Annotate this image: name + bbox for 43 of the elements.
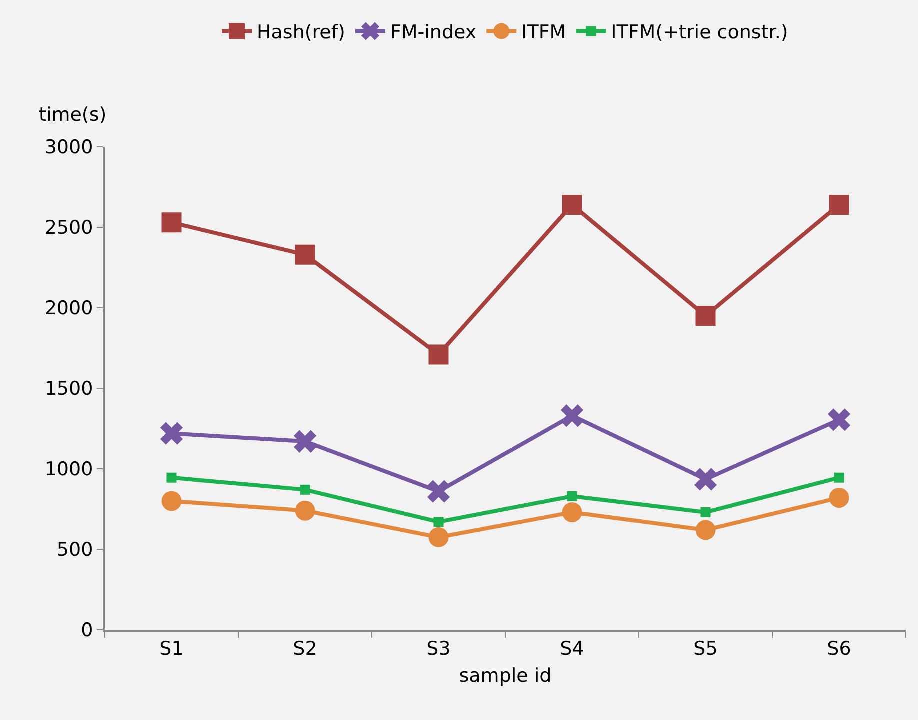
x-tick-label: S6 <box>827 638 852 660</box>
x-tick-label: S3 <box>426 638 451 660</box>
y-tick-label: 2500 <box>44 217 94 240</box>
point <box>295 244 316 265</box>
point <box>567 491 578 502</box>
point <box>829 488 850 508</box>
point <box>428 527 449 548</box>
point <box>834 472 844 483</box>
y-tick-label: 500 <box>56 539 94 562</box>
point <box>300 484 310 495</box>
y-tick-label: 1500 <box>44 378 94 400</box>
point <box>295 500 316 521</box>
point <box>434 517 444 528</box>
point <box>828 408 851 432</box>
point <box>294 430 317 453</box>
point <box>694 468 718 491</box>
point <box>560 404 584 428</box>
point <box>162 212 182 233</box>
y-tick-label: 3000 <box>44 136 94 159</box>
point <box>562 502 582 522</box>
x-tick-label: S4 <box>560 638 584 660</box>
x-tick-label: S1 <box>160 638 184 660</box>
point <box>696 306 716 326</box>
x-tick-label: S5 <box>694 638 718 660</box>
y-tick-label: 0 <box>81 620 94 642</box>
point <box>700 507 711 518</box>
legend-label: Hash(ref) <box>257 22 346 44</box>
point <box>162 491 182 512</box>
point <box>427 480 450 503</box>
legend-label: ITFM(+trie constr.) <box>611 22 788 44</box>
point <box>562 194 582 215</box>
point <box>696 520 716 540</box>
point <box>160 422 184 445</box>
legend-label: ITFM <box>522 22 566 44</box>
point <box>166 472 177 483</box>
x-tick-label: S2 <box>293 638 318 660</box>
legend-label: FM-index <box>390 22 477 44</box>
point <box>428 344 449 365</box>
x-axis-title: sample id <box>459 665 552 688</box>
y-tick-label: 1000 <box>44 458 94 481</box>
y-tick-label: 2000 <box>44 298 94 320</box>
point <box>829 194 850 215</box>
y-axis-title: time(s) <box>39 104 107 126</box>
